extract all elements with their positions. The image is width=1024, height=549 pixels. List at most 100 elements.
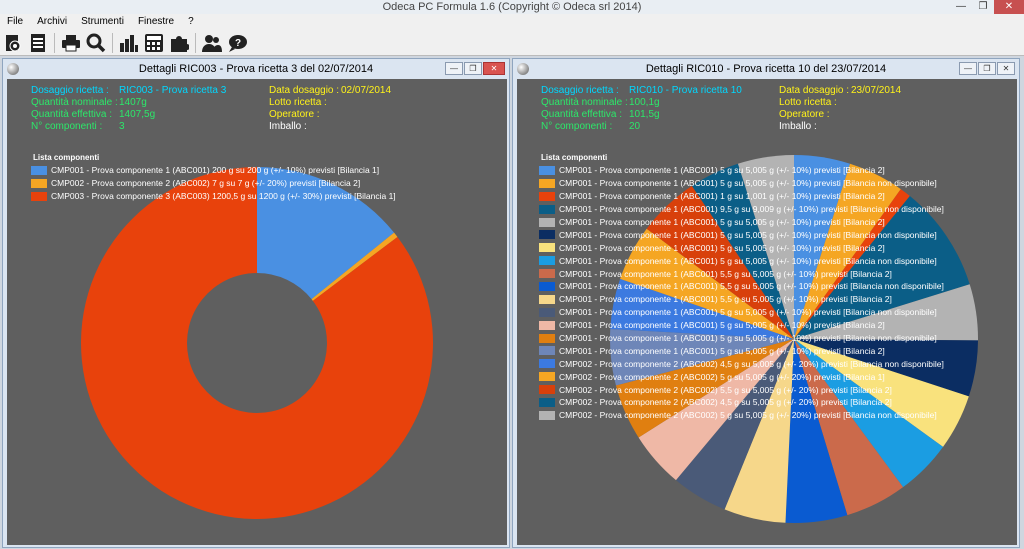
legend-item: CMP001 - Prova componente 1 (ABC001) 5 g…: [539, 332, 944, 345]
legend-item: CMP001 - Prova componente 1 (ABC001) 5 g…: [539, 164, 944, 177]
pie-slice-4: [794, 196, 970, 339]
value-data-dosaggio: 02/07/2014: [341, 85, 392, 96]
legend-label: CMP001 - Prova componente 1 (ABC001) 5 g…: [559, 217, 885, 227]
label-n-componenti: N° componenti :: [541, 121, 613, 132]
menu-strumenti[interactable]: Strumenti: [81, 16, 124, 27]
pie-slice-7: [794, 339, 969, 447]
detail-window-ric003[interactable]: Dettagli RIC003 - Prova ricetta 3 del 02…: [2, 58, 510, 548]
legend-swatch: [539, 178, 555, 188]
detail-window-ric010[interactable]: Dettagli RIC010 - Prova ricetta 10 del 2…: [512, 58, 1020, 548]
pie-slice-1: [257, 167, 395, 300]
minimize-icon[interactable]: —: [445, 62, 463, 75]
legend-swatch: [539, 385, 555, 395]
document-icon[interactable]: [27, 32, 49, 54]
legend-item: CMP002 - Prova componente 2 (ABC002) 5 g…: [539, 409, 944, 422]
help-chat-icon[interactable]: ?: [226, 32, 248, 54]
minimize-icon[interactable]: —: [956, 1, 966, 12]
toolbar-separator: [112, 32, 113, 53]
legend-item: CMP002 - Prova componente 2 (ABC002) 5 g…: [539, 370, 944, 383]
window-body: Dosaggio ricetta : RIC003 - Prova ricetta…: [7, 79, 507, 545]
window-controls: — ❐ ✕: [959, 62, 1015, 75]
legend-label: CMP001 - Prova componente 1 (ABC001) 5,5…: [559, 268, 892, 279]
restore-icon[interactable]: ❐: [978, 62, 996, 75]
legend-swatch: [31, 165, 47, 175]
legend-swatch: [539, 269, 555, 279]
legend-label: CMP001 - Prova componente 1 (ABC001) 9,5…: [559, 204, 944, 215]
legend-label: CMP001 - Prova componente 1 (ABC001) 1 g…: [559, 191, 885, 202]
value-quantita-nominale: 1407g: [119, 97, 147, 108]
legend-swatch: [539, 333, 555, 343]
legend-swatch: [539, 346, 555, 356]
legend-label: CMP002 - Prova componente 2 (ABC002) 5 g…: [559, 371, 885, 382]
value-quantita-effettiva: 101,5g: [629, 109, 660, 120]
legend-item: CMP001 - Prova componente 1 (ABC001) 1 g…: [539, 190, 944, 203]
legend-label: CMP001 - Prova componente 1 (ABC001) 5 g…: [559, 307, 937, 318]
minimize-icon[interactable]: —: [959, 62, 977, 75]
label-lotto-ricetta: Lotto ricetta :: [779, 97, 837, 108]
legend-label: CMP001 - Prova componente 1 (ABC001) 5 g…: [559, 345, 885, 356]
window-app-icon: [7, 63, 19, 75]
legend-title: Lista componenti: [541, 153, 608, 162]
legend-item: CMP001 - Prova componente 1 (ABC001) 5 g…: [539, 319, 944, 332]
pie-slice-14: [615, 339, 794, 438]
legend-item: CMP001 - Prova componente 1 (ABC001) 5 g…: [539, 241, 944, 254]
legend-swatch: [539, 397, 555, 407]
toolbar-separator: [195, 32, 196, 53]
components-pie-chart: [610, 155, 978, 523]
legend-label: CMP001 - Prova componente 1 (ABC001) 5 g…: [559, 178, 937, 189]
legend-swatch: [539, 359, 555, 369]
components-donut-chart: [81, 167, 434, 519]
legend-label: CMP001 - Prova componente 1 (ABC001) 5,5…: [559, 294, 892, 305]
svg-text:?: ?: [235, 38, 241, 49]
toolbar: ?: [0, 30, 1024, 56]
restore-icon[interactable]: ❐: [464, 62, 482, 75]
close-icon[interactable]: ✕: [483, 62, 505, 75]
calculator-icon[interactable]: [143, 32, 165, 54]
bar-chart-icon[interactable]: [118, 32, 140, 54]
pie-slice-2: [311, 232, 398, 301]
label-imballo: Imballo :: [779, 121, 817, 132]
restore-icon[interactable]: ❐: [978, 1, 988, 12]
legend-item: CMP001 - Prova componente 1 (ABC001) 9,5…: [539, 203, 944, 216]
app-window-controls: — ❐ ✕: [950, 0, 1024, 14]
close-icon[interactable]: ✕: [997, 62, 1015, 75]
legend-item: CMP003 - Prova componente 3 (ABC003) 120…: [31, 190, 396, 203]
value-quantita-nominale: 100,1g: [629, 97, 660, 108]
settings-icon[interactable]: [2, 32, 24, 54]
legend-label: CMP002 - Prova componente 2 (ABC002) 7 g…: [51, 178, 361, 189]
close-icon[interactable]: ✕: [994, 0, 1024, 14]
app-titlebar: Odeca PC Formula 1.6 (Copyright © Odeca …: [0, 0, 1024, 14]
puzzle-icon[interactable]: [168, 32, 190, 54]
recipe-info-left: Dosaggio ricetta : RIC003 - Prova ricetta…: [31, 85, 226, 133]
legend-label: CMP002 - Prova componente 2 (ABC002) 5,5…: [559, 384, 892, 395]
window-titlebar[interactable]: Dettagli RIC010 - Prova ricetta 10 del 2…: [513, 59, 1019, 79]
menu-help[interactable]: ?: [188, 16, 194, 27]
legend-swatch: [31, 178, 47, 188]
legend-label: CMP001 - Prova componente 1 (ABC001) 5 g…: [559, 255, 937, 266]
pie-slice-10: [785, 339, 848, 523]
window-titlebar[interactable]: Dettagli RIC003 - Prova ricetta 3 del 02…: [3, 59, 509, 79]
legend-swatch: [31, 191, 47, 201]
pie-slice-12: [675, 339, 794, 510]
legend-item: CMP001 - Prova componente 1 (ABC001) 5 g…: [539, 344, 944, 357]
legend-label: CMP002 - Prova componente 2 (ABC002) 4,5…: [559, 397, 892, 408]
legend-label: CMP001 - Prova componente 1 (ABC001) 5 g…: [559, 165, 885, 176]
legend-item: CMP001 - Prova componente 1 (ABC001) 5 g…: [539, 306, 944, 319]
legend-item: CMP002 - Prova componente 2 (ABC002) 4,5…: [539, 357, 944, 370]
pie-slice-15: [610, 329, 794, 386]
print-icon[interactable]: [60, 32, 82, 54]
label-operatore: Operatore :: [779, 109, 830, 120]
label-quantita-nominale: Quantità nominale :: [31, 97, 118, 108]
search-icon[interactable]: [85, 32, 107, 54]
users-icon[interactable]: [201, 32, 223, 54]
legend-swatch: [539, 294, 555, 304]
pie-slice-18: [646, 185, 794, 339]
legend-item: CMP002 - Prova componente 2 (ABC002) 5,5…: [539, 383, 944, 396]
legend-item: CMP002 - Prova componente 2 (ABC002) 4,5…: [539, 396, 944, 409]
menu-archivi[interactable]: Archivi: [37, 16, 68, 27]
menu-finestre[interactable]: Finestre: [137, 16, 175, 27]
menu-file[interactable]: File: [7, 16, 24, 27]
pie-slice-9: [794, 339, 904, 516]
legend-item: CMP002 - Prova componente 2 (ABC002) 7 g…: [31, 177, 396, 190]
label-quantita-effettiva: Quantità effettiva :: [31, 109, 112, 120]
